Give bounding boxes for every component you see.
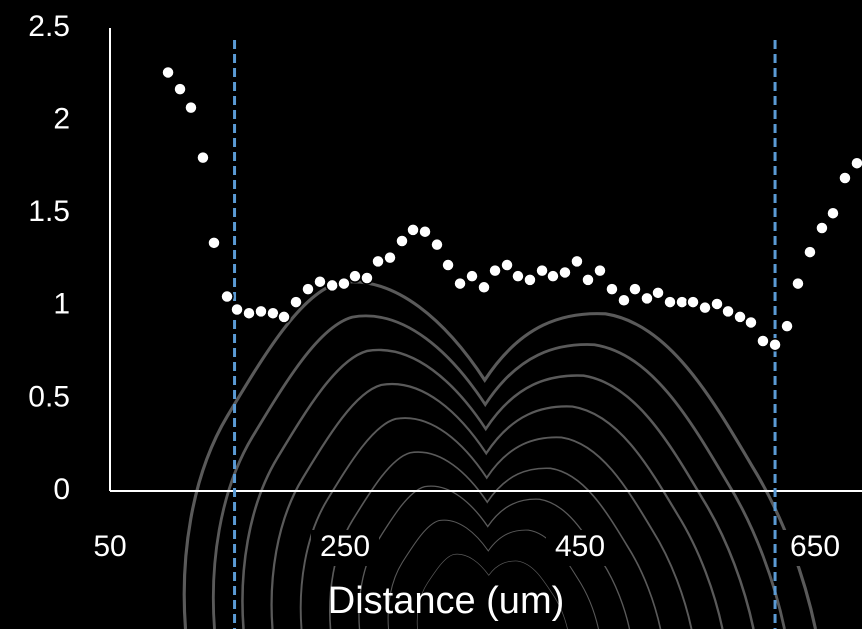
- point: [699, 302, 711, 314]
- x-tick-label: 50: [93, 530, 126, 563]
- point: [396, 235, 408, 247]
- point: [524, 274, 536, 286]
- point: [361, 272, 373, 284]
- point: [722, 305, 734, 317]
- point: [851, 157, 862, 169]
- chart: Distance (um) 0 0.5 1 1.5 2 2.5 50 250 450 650: [0, 0, 862, 629]
- point: [687, 296, 699, 308]
- point: [757, 335, 769, 347]
- point: [594, 265, 606, 277]
- point: [231, 304, 243, 316]
- x-axis-title: Distance (um): [328, 580, 565, 622]
- x-tick-label: 250: [320, 530, 370, 563]
- y-tick-label: 0.5: [28, 380, 70, 413]
- point: [827, 207, 839, 219]
- point: [711, 298, 723, 310]
- point: [278, 311, 290, 323]
- point: [582, 274, 594, 286]
- point: [734, 311, 746, 323]
- point: [641, 292, 653, 304]
- y-tick-label: 2.5: [28, 10, 70, 43]
- point: [547, 270, 559, 282]
- point: [478, 281, 490, 293]
- point: [267, 307, 279, 319]
- point: [338, 278, 350, 290]
- point: [816, 222, 828, 234]
- point: [174, 83, 186, 95]
- x-tick-label: 650: [790, 530, 840, 563]
- point: [745, 316, 757, 328]
- point: [676, 296, 688, 308]
- point: [419, 226, 431, 238]
- point: [454, 278, 466, 290]
- point: [804, 246, 816, 258]
- point: [664, 296, 676, 308]
- point: [185, 102, 197, 114]
- point: [652, 287, 664, 299]
- point: [501, 259, 513, 271]
- point: [466, 270, 478, 282]
- point: [255, 305, 267, 317]
- x-tick-label: 450: [555, 530, 605, 563]
- y-tick-label: 1.5: [28, 195, 70, 228]
- point: [384, 252, 396, 264]
- point: [221, 291, 233, 303]
- point: [781, 320, 793, 332]
- point: [407, 224, 419, 236]
- point: [349, 270, 361, 282]
- point: [512, 270, 524, 282]
- point: [792, 278, 804, 290]
- y-tick-label: 1: [53, 288, 70, 321]
- point: [431, 239, 443, 251]
- y-tick-label: 0: [53, 473, 70, 506]
- page: {"chart_data": {"type": "scatter", "x_la…: [0, 0, 862, 629]
- point: [536, 265, 548, 277]
- point: [197, 152, 209, 164]
- point: [839, 172, 851, 184]
- point: [326, 279, 338, 291]
- point: [629, 283, 641, 295]
- point: [372, 255, 384, 267]
- point: [302, 283, 314, 295]
- point: [769, 339, 781, 351]
- y-tick-label: 2: [53, 103, 70, 136]
- point: [208, 237, 220, 249]
- point: [618, 294, 630, 306]
- point: [442, 259, 454, 271]
- point: [559, 266, 571, 278]
- point: [290, 296, 302, 308]
- point: [606, 283, 618, 295]
- point: [162, 66, 174, 78]
- point: [314, 276, 326, 288]
- contour-decoration: [184, 282, 815, 629]
- point: [571, 255, 583, 267]
- point: [489, 265, 501, 277]
- point: [243, 307, 255, 319]
